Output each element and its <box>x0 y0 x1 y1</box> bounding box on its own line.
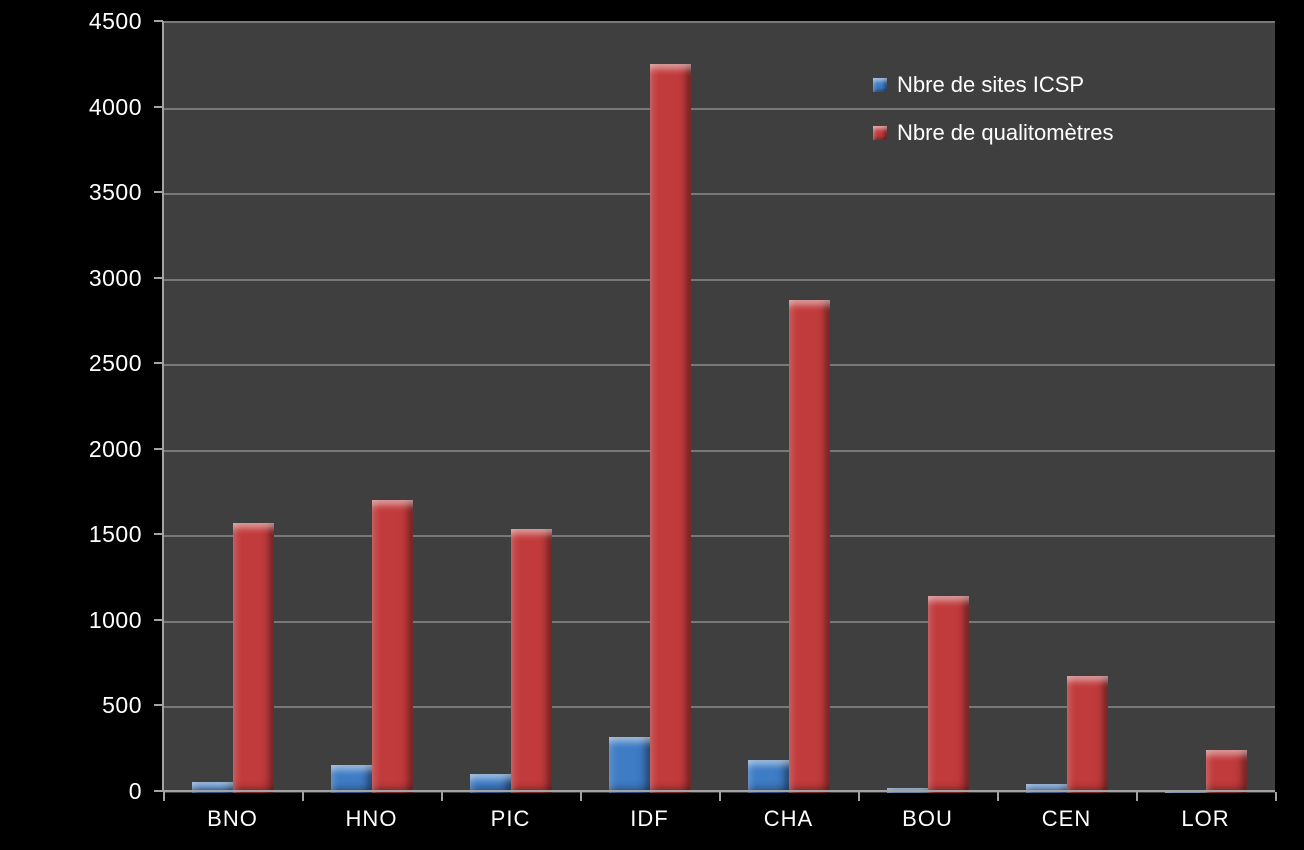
bar-BNO-series-0 <box>192 782 233 793</box>
x-axis-tick <box>441 792 443 801</box>
legend-marker-blue-icon <box>873 78 887 92</box>
y-axis-label: 4000 <box>88 93 142 120</box>
legend-label-qualitometres: Nbre de qualitomètres <box>897 120 1114 145</box>
gridline <box>163 535 1275 538</box>
legend-label-sites-icsp: Nbre de sites ICSP <box>897 72 1085 97</box>
y-axis-label: 4500 <box>88 8 142 34</box>
y-axis-tick <box>154 276 163 279</box>
bar-CEN-series-1 <box>1067 676 1108 793</box>
x-axis-tick <box>719 792 721 801</box>
y-axis-tick <box>154 362 163 365</box>
x-axis-tick <box>580 792 582 801</box>
bar-PIC-series-1 <box>511 529 552 793</box>
y-axis-tick <box>154 20 163 22</box>
bar-CEN-series-0 <box>1026 784 1067 793</box>
y-axis-line <box>162 21 164 791</box>
x-axis-tick <box>302 792 304 801</box>
x-axis-tick <box>997 792 999 801</box>
bar-CHA-series-1 <box>789 300 830 793</box>
bar-CHA-series-0 <box>748 760 789 793</box>
x-axis-label: IDF <box>630 806 669 831</box>
bar-PIC-series-0 <box>470 774 511 793</box>
legend-item-qualitometres: Nbre de qualitomètres <box>873 119 1113 147</box>
y-axis-label: 0 <box>128 778 142 804</box>
x-axis-label: HNO <box>345 806 398 831</box>
y-axis-tick <box>154 447 163 450</box>
gridline <box>163 364 1275 367</box>
y-axis-label: 2000 <box>88 435 142 462</box>
x-axis-line <box>163 790 1275 792</box>
gridline <box>163 706 1275 709</box>
legend-item-sites-icsp: Nbre de sites ICSP <box>873 71 1113 99</box>
bar-BOU-series-1 <box>928 596 969 793</box>
bar-IDF-series-1 <box>650 64 691 793</box>
legend: Nbre de sites ICSP Nbre de qualitomètres <box>873 71 1113 147</box>
x-axis-tick <box>1275 792 1277 801</box>
legend-marker-red-icon <box>873 126 887 140</box>
bar-HNO-series-0 <box>331 765 372 793</box>
x-axis-label: PIC <box>490 806 531 831</box>
x-axis-label: LOR <box>1181 806 1230 831</box>
gridline <box>163 193 1275 196</box>
y-axis-tick <box>154 191 163 194</box>
x-axis-label: BOU <box>902 806 953 831</box>
y-axis-label: 1500 <box>88 521 142 548</box>
y-axis-tick <box>154 105 163 108</box>
y-axis-tick <box>154 618 163 621</box>
gridline <box>163 620 1275 623</box>
x-axis-label: CHA <box>763 806 814 831</box>
x-axis-tick <box>858 792 860 801</box>
gridline <box>163 278 1275 281</box>
y-axis-label: 3500 <box>88 179 142 206</box>
bar-BNO-series-1 <box>233 523 274 793</box>
x-axis-tick <box>1136 792 1138 801</box>
bar-LOR-series-1 <box>1206 750 1247 793</box>
y-axis-label: 1000 <box>88 606 142 633</box>
plot-area: Nbre de sites ICSP Nbre de qualitomètres <box>163 21 1275 793</box>
y-axis-label: 2500 <box>88 350 142 377</box>
bar-IDF-series-0 <box>609 737 650 793</box>
x-axis-label: BNO <box>207 806 258 831</box>
gridline <box>163 107 1275 110</box>
bar-HNO-series-1 <box>372 500 413 793</box>
y-axis-tick <box>154 790 163 792</box>
x-axis-label: CEN <box>1041 806 1092 831</box>
y-axis-tick <box>154 533 163 536</box>
y-axis-tick <box>154 704 163 707</box>
x-axis-tick <box>163 792 165 801</box>
gridline <box>163 449 1275 452</box>
y-axis-label: 500 <box>102 692 142 719</box>
y-axis-label: 3000 <box>88 264 142 291</box>
